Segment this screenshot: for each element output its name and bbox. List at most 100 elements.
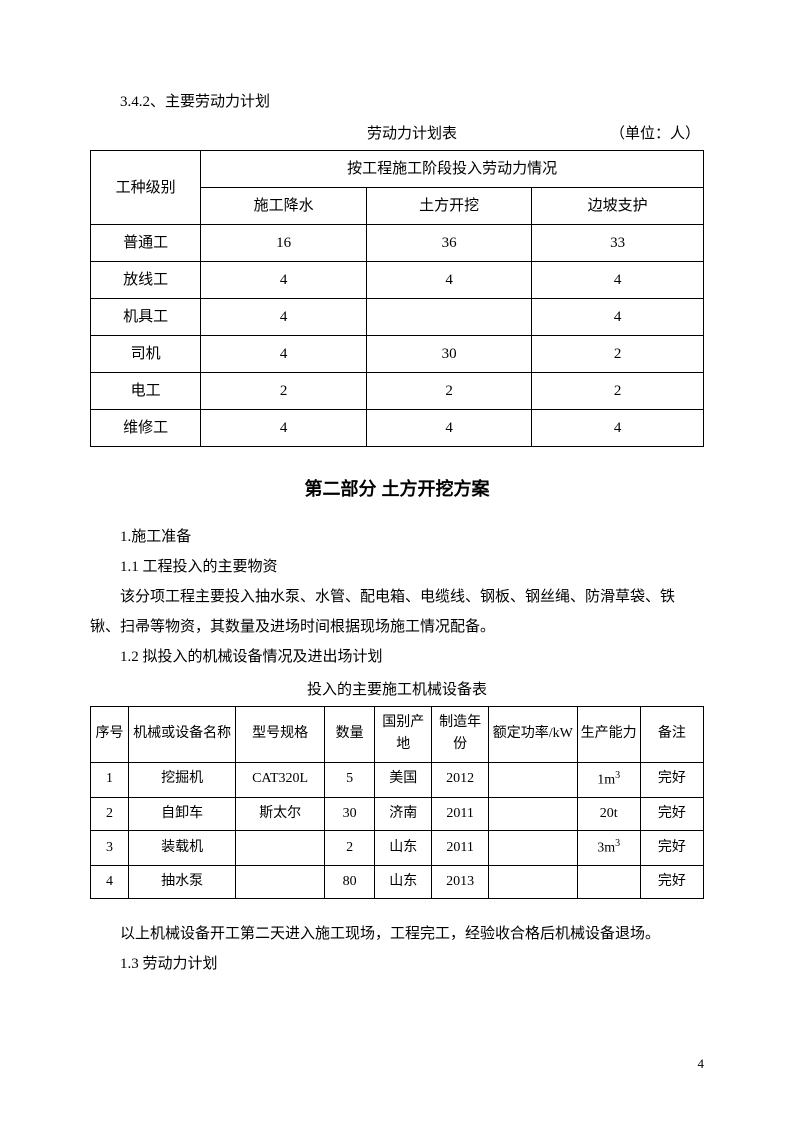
table1-cell: 2 — [532, 336, 704, 373]
table-row: 维修工 4 4 4 — [91, 410, 704, 447]
section-1: 1.施工准备 — [90, 522, 704, 552]
paragraph-after-table2: 以上机械设备开工第二天进入施工现场，工程完工，经验收合格后机械设备退场。 — [90, 919, 704, 949]
table1-cell: 维修工 — [91, 410, 201, 447]
table1-cell: 4 — [366, 410, 532, 447]
table2-cell — [489, 762, 577, 797]
table1-cell: 机具工 — [91, 299, 201, 336]
table-row: 1 挖掘机 CAT320L 5 美国 2012 1m3 完好 — [91, 762, 704, 797]
table1-col-header: 土方开挖 — [366, 188, 532, 225]
table-row: 司机 4 30 2 — [91, 336, 704, 373]
table1-cell: 4 — [532, 299, 704, 336]
table2-cell — [489, 866, 577, 899]
table2-cell: 2 — [324, 831, 375, 866]
table1-col-header: 施工降水 — [201, 188, 367, 225]
table-row: 普通工 16 36 33 — [91, 225, 704, 262]
table2-header: 备注 — [640, 706, 703, 762]
paragraph-1-1: 该分项工程主要投入抽水泵、水管、配电箱、电缆线、钢板、钢丝绳、防滑草袋、铁锹、扫… — [90, 582, 704, 642]
table1-cell — [366, 299, 532, 336]
table2-cell: 5 — [324, 762, 375, 797]
table2-header: 机械或设备名称 — [128, 706, 235, 762]
table2-cell: 2011 — [432, 797, 489, 830]
table-row: 2 自卸车 斯太尔 30 济南 2011 20t 完好 — [91, 797, 704, 830]
table2-cell: CAT320L — [236, 762, 324, 797]
table2-cell: 1m3 — [577, 762, 640, 797]
table2-cell: 20t — [577, 797, 640, 830]
table2-cell: 完好 — [640, 831, 703, 866]
table2-cell: 2 — [91, 797, 129, 830]
table1-unit: （单位：人） — [610, 122, 700, 146]
equipment-table: 序号 机械或设备名称 型号规格 数量 国别产地 制造年份 额定功率/kW 生产能… — [90, 706, 704, 900]
table1-col0-header: 工种级别 — [91, 151, 201, 225]
table2-cell: 完好 — [640, 797, 703, 830]
table2-header: 制造年份 — [432, 706, 489, 762]
table2-cell: 2013 — [432, 866, 489, 899]
table2-cell: 完好 — [640, 866, 703, 899]
table2-cell: 抽水泵 — [128, 866, 235, 899]
table2-cell — [489, 797, 577, 830]
table2-cell: 30 — [324, 797, 375, 830]
table2-cell: 2012 — [432, 762, 489, 797]
table2-header: 型号规格 — [236, 706, 324, 762]
table1-cell: 4 — [532, 262, 704, 299]
table2-header: 额定功率/kW — [489, 706, 577, 762]
table1-cell: 4 — [532, 410, 704, 447]
table1-title-row: 劳动力计划表 （单位：人） — [90, 122, 704, 146]
table-row: 序号 机械或设备名称 型号规格 数量 国别产地 制造年份 额定功率/kW 生产能… — [91, 706, 704, 762]
table1-cell: 4 — [201, 262, 367, 299]
table2-cell: 山东 — [375, 831, 432, 866]
table1-cell: 普通工 — [91, 225, 201, 262]
table2-header: 国别产地 — [375, 706, 432, 762]
page-number: 4 — [698, 1054, 705, 1075]
table2-cell: 斯太尔 — [236, 797, 324, 830]
table1-cell: 4 — [201, 336, 367, 373]
table1-cell: 2 — [532, 373, 704, 410]
table2-header: 生产能力 — [577, 706, 640, 762]
table2-cell — [236, 866, 324, 899]
table1-cell: 电工 — [91, 373, 201, 410]
table1-cell: 4 — [201, 410, 367, 447]
table2-cell: 4 — [91, 866, 129, 899]
table1-cell: 2 — [201, 373, 367, 410]
heading-3-4-2: 3.4.2、主要劳动力计划 — [90, 90, 704, 114]
table1-cell: 放线工 — [91, 262, 201, 299]
table-row: 放线工 4 4 4 — [91, 262, 704, 299]
table2-cell: 山东 — [375, 866, 432, 899]
table-row: 电工 2 2 2 — [91, 373, 704, 410]
table1-title: 劳动力计划表 — [214, 122, 610, 146]
section-1-2: 1.2 拟投入的机械设备情况及进出场计划 — [90, 642, 704, 672]
table2-cell: 挖掘机 — [128, 762, 235, 797]
table1-cell: 司机 — [91, 336, 201, 373]
table-row: 3 装载机 2 山东 2011 3m3 完好 — [91, 831, 704, 866]
table2-cell: 3 — [91, 831, 129, 866]
table2-header: 序号 — [91, 706, 129, 762]
table2-cell: 1 — [91, 762, 129, 797]
table2-cell: 80 — [324, 866, 375, 899]
table1-cell: 16 — [201, 225, 367, 262]
table2-cell: 自卸车 — [128, 797, 235, 830]
table-row: 机具工 4 4 — [91, 299, 704, 336]
table2-cell: 2011 — [432, 831, 489, 866]
table2-cell: 3m3 — [577, 831, 640, 866]
table2-cell: 装载机 — [128, 831, 235, 866]
table1-cell: 33 — [532, 225, 704, 262]
table2-header: 数量 — [324, 706, 375, 762]
table1-col-header: 边坡支护 — [532, 188, 704, 225]
table2-cell — [236, 831, 324, 866]
labor-plan-table: 工种级别 按工程施工阶段投入劳动力情况 施工降水 土方开挖 边坡支护 普通工 1… — [90, 150, 704, 447]
table1-header-span: 按工程施工阶段投入劳动力情况 — [201, 151, 704, 188]
table2-cell: 美国 — [375, 762, 432, 797]
table1-cell: 36 — [366, 225, 532, 262]
table1-cell: 2 — [366, 373, 532, 410]
section-1-1: 1.1 工程投入的主要物资 — [90, 552, 704, 582]
table2-title: 投入的主要施工机械设备表 — [90, 678, 704, 702]
section-1-3: 1.3 劳动力计划 — [90, 949, 704, 979]
table-row: 工种级别 按工程施工阶段投入劳动力情况 — [91, 151, 704, 188]
table2-cell — [489, 831, 577, 866]
part2-title: 第二部分 土方开挖方案 — [90, 475, 704, 504]
table1-cell: 30 — [366, 336, 532, 373]
table2-cell — [577, 866, 640, 899]
table2-cell: 济南 — [375, 797, 432, 830]
table1-cell: 4 — [366, 262, 532, 299]
table2-cell: 完好 — [640, 762, 703, 797]
table1-cell: 4 — [201, 299, 367, 336]
